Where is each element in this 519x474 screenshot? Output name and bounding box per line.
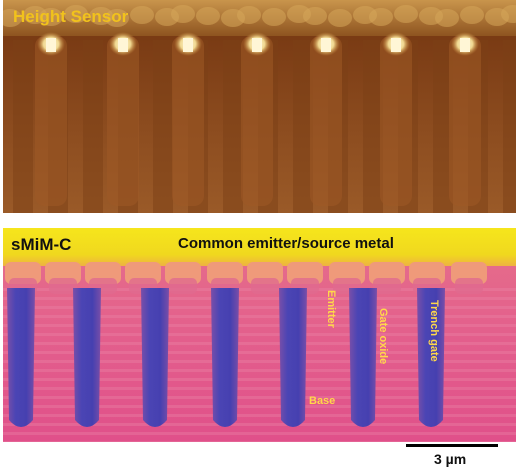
trench-gate	[7, 288, 35, 427]
trench-gate	[279, 288, 307, 427]
trench-gate	[349, 288, 377, 427]
height-sensor-panel: Height Sensor	[3, 0, 516, 213]
trench-gate	[417, 288, 445, 427]
smim-panel: sMiM-C Common emitter/source metal Emitt…	[3, 228, 516, 442]
height-sensor-image	[3, 0, 516, 213]
scale-bar	[406, 444, 498, 447]
trench-column	[380, 36, 412, 206]
scale-bar-label: 3 µm	[434, 451, 467, 467]
trench-column	[449, 36, 481, 206]
metal-layer-label: Common emitter/source metal	[178, 235, 394, 252]
emitter-annotation: Emitter	[325, 290, 337, 328]
trench-column	[107, 36, 139, 206]
trench-column	[35, 36, 67, 206]
trench-column	[172, 36, 204, 206]
smim-image	[3, 228, 516, 442]
height-sensor-title: Height Sensor	[13, 7, 129, 26]
base-annotation: Base	[309, 395, 336, 407]
trench-gate	[211, 288, 239, 427]
trench-column	[241, 36, 273, 206]
gate-oxide-annotation: Gate oxide	[377, 308, 389, 365]
smim-title: sMiM-C	[11, 235, 72, 254]
trench-gate-annotation: Trench gate	[428, 300, 440, 362]
trench-column	[310, 36, 342, 206]
trench-gate	[73, 288, 101, 427]
trench-gate	[141, 288, 169, 427]
